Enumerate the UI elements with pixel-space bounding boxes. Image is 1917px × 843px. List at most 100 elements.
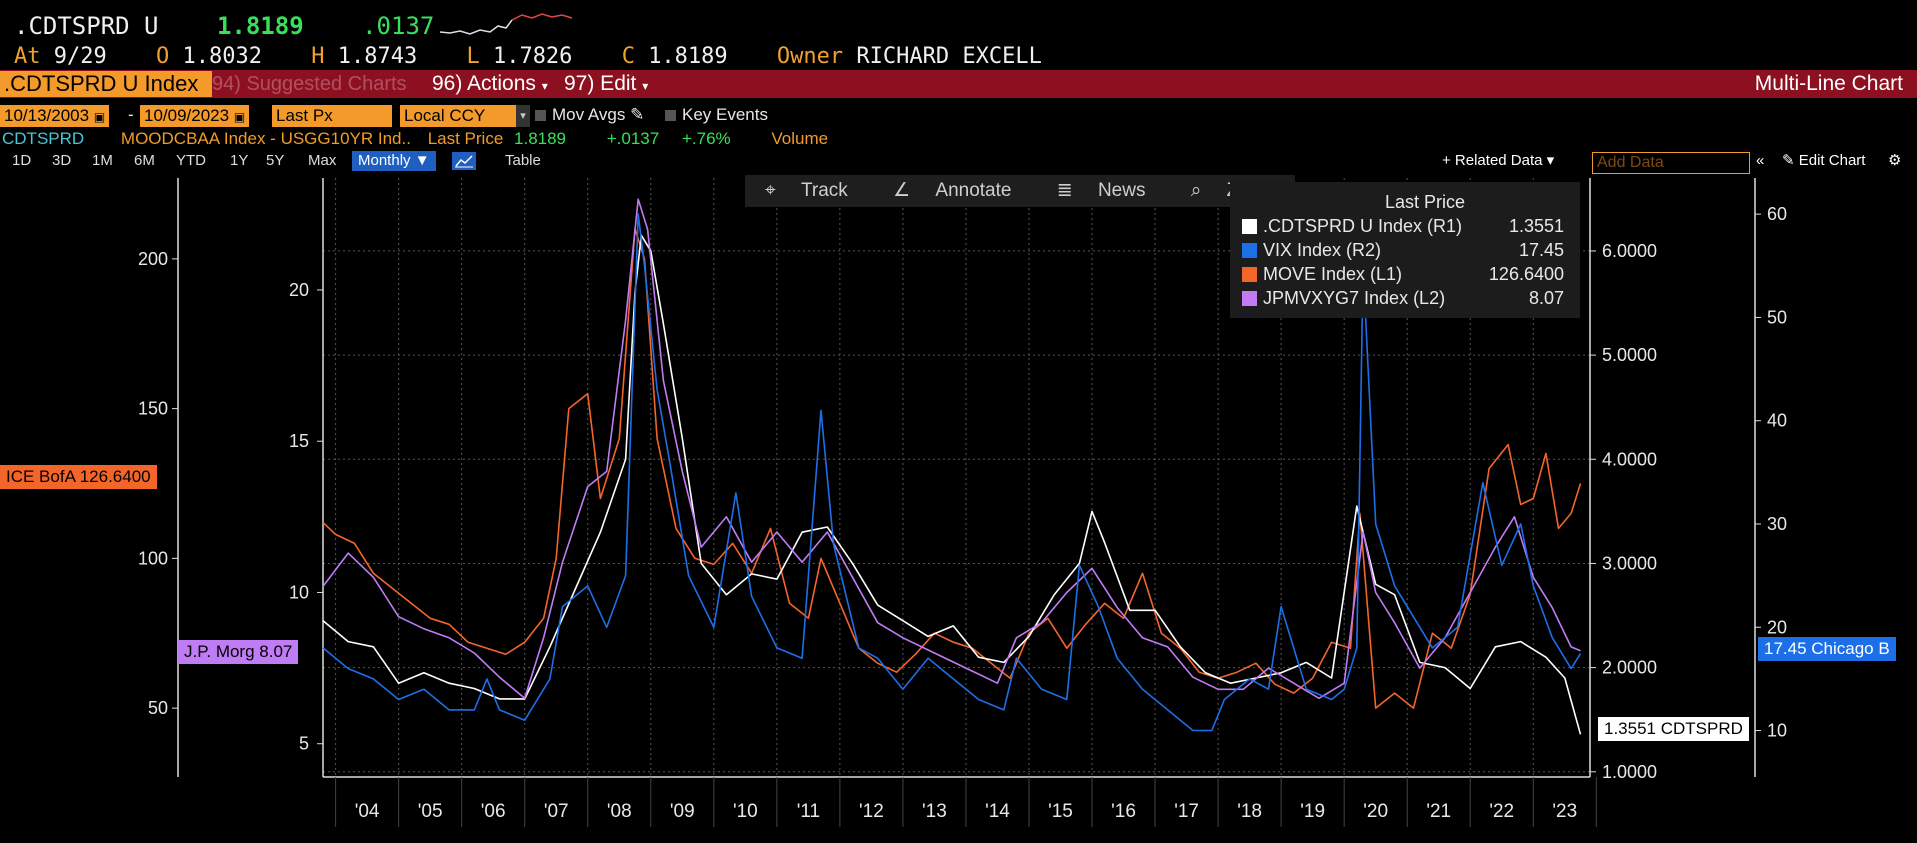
legend-series-value: 17.45 xyxy=(1518,240,1564,260)
start-date-field[interactable]: 10/13/2003 ▣ xyxy=(0,105,110,127)
key-events-toggle[interactable]: Key Events xyxy=(665,105,768,125)
close-value: 1.8189 xyxy=(648,44,728,69)
x-tick-label: '11 xyxy=(797,801,820,822)
quote-line: .CDTSPRD U 1.8189 .0137 xyxy=(14,12,434,40)
series-line-vix-index xyxy=(322,213,1582,732)
legend-series-value: 126.6400 xyxy=(1488,264,1564,284)
news-button[interactable]: ≣ News xyxy=(1037,180,1166,201)
legend-swatch xyxy=(1242,291,1257,306)
x-tick-label: '16 xyxy=(1111,801,1136,822)
line-chart-icon[interactable] xyxy=(452,152,476,170)
info-change: +.0137 xyxy=(606,129,660,148)
chevron-down-icon: ▾ xyxy=(642,79,649,93)
end-date-field[interactable]: 10/09/2023 ▣ xyxy=(140,105,250,127)
mov-avgs-toggle[interactable]: Mov Avgs ✎ xyxy=(535,105,644,125)
period-button-max[interactable]: Max xyxy=(308,152,337,169)
actions-menu[interactable]: 96) Actions ▾ xyxy=(432,71,548,99)
suggested-charts-menu[interactable]: 94) Suggested Charts xyxy=(212,73,407,95)
x-tick-label: '15 xyxy=(1048,801,1073,822)
frequency-select[interactable]: Monthly ▼ xyxy=(352,151,436,171)
mov-avgs-label: Mov Avgs xyxy=(552,105,626,124)
period-button-6m[interactable]: 6M xyxy=(134,152,155,169)
volume-label: Volume xyxy=(771,129,829,148)
track-label: Track xyxy=(800,180,848,201)
track-button[interactable]: ⌖ Track xyxy=(745,180,868,201)
quote-date: 9/29 xyxy=(53,44,107,69)
legend-series-name: JPMVXYG7 Index (L2) xyxy=(1263,288,1446,308)
axis-l1-tick-label: 100 xyxy=(138,548,168,568)
x-tick-label: '10 xyxy=(733,801,758,822)
x-tick-label: '21 xyxy=(1426,801,1451,822)
x-tick-label: '05 xyxy=(418,801,443,822)
calendar-icon[interactable]: ▣ xyxy=(233,110,246,124)
last-price-label: Last Price xyxy=(427,129,504,148)
axis-l2-tick-label: 15 xyxy=(289,431,309,451)
collapse-icon[interactable]: « xyxy=(1756,152,1765,169)
x-tick-label: '12 xyxy=(859,801,884,822)
legend-entry[interactable]: JPMVXYG7 Index (L2) 8.07 xyxy=(1242,288,1572,309)
calendar-icon[interactable]: ▣ xyxy=(93,110,106,124)
checkbox-icon[interactable] xyxy=(535,110,546,122)
series-line-jpmvxyg7-index xyxy=(322,198,1581,700)
last-price: 1.8189 xyxy=(216,12,304,40)
field-select[interactable]: Last Px xyxy=(272,105,392,127)
x-tick-label: '09 xyxy=(670,801,695,822)
axis-l2-tick-label: 5 xyxy=(299,734,309,754)
pencil-icon: ✎ xyxy=(1782,152,1795,169)
annotate-label: Annotate xyxy=(935,180,1012,201)
x-tick-label: '17 xyxy=(1174,801,1199,822)
axis-l1-tick-label: 200 xyxy=(138,249,168,269)
legend-series-name: .CDTSPRD U Index (R1) xyxy=(1263,216,1463,236)
sparkline xyxy=(440,13,573,35)
chart-series xyxy=(322,198,1582,735)
add-data-input[interactable]: Add Data xyxy=(1592,152,1750,174)
security-field[interactable]: .CDTSPRD U Index xyxy=(0,71,212,97)
axis-r1-tick-label: 2.0000 xyxy=(1602,658,1657,678)
actions-label: 96) Actions xyxy=(432,72,536,95)
annotate-icon: ∠ xyxy=(893,180,911,201)
currency-value: Local CCY xyxy=(404,106,486,125)
zoom-icon: ⌕ xyxy=(1190,180,1202,201)
period-button-ytd[interactable]: YTD xyxy=(176,152,206,169)
period-button-1y[interactable]: 1Y xyxy=(230,152,249,169)
high-value: 1.8743 xyxy=(337,44,418,69)
period-button-5y[interactable]: 5Y xyxy=(266,152,285,169)
related-data-label: + Related Data xyxy=(1442,152,1543,169)
date-separator: - xyxy=(128,105,134,124)
edit-label: 97) Edit xyxy=(564,72,637,95)
related-data-menu[interactable]: + Related Data ▾ xyxy=(1442,152,1555,169)
period-bar: 1D 3D 1M 6M YTD 1Y 5Y Max Monthly ▼ Table + Rel… xyxy=(0,151,1917,173)
frequency-value: Monthly xyxy=(358,152,411,169)
series-line--cdtsprd-u-index xyxy=(322,234,1582,735)
legend-entry[interactable]: VIX Index (R2) 17.45 xyxy=(1242,240,1572,261)
open-label: O xyxy=(155,44,170,69)
high-label: H xyxy=(311,44,325,69)
axis-l1-tick-label: 50 xyxy=(148,698,168,718)
period-button-3d[interactable]: 3D xyxy=(52,152,72,169)
vix-axis-tag: 17.45 Chicago B xyxy=(1758,637,1896,661)
move-axis-tag: ICE BofA 126.6400 xyxy=(0,465,157,489)
low-label: L xyxy=(466,44,480,69)
series-description: MOODCBAA Index - USGG10YR Ind.. xyxy=(120,129,411,148)
checkbox-icon[interactable] xyxy=(665,110,676,122)
table-button[interactable]: Table xyxy=(505,152,541,169)
legend-entry[interactable]: MOVE Index (L1) 126.6400 xyxy=(1242,264,1572,285)
period-button-1m[interactable]: 1M xyxy=(92,152,113,169)
legend-entry[interactable]: .CDTSPRD U Index (R1) 1.3551 xyxy=(1242,216,1572,237)
edit-menu[interactable]: 97) Edit ▾ xyxy=(564,71,648,99)
period-button-1d[interactable]: 1D xyxy=(12,152,32,169)
close-label: C xyxy=(621,44,635,69)
axis-r2-tick-label: 10 xyxy=(1767,721,1787,741)
gear-icon[interactable]: ⚙ xyxy=(1888,152,1902,169)
axis-l2-tick-label: 20 xyxy=(289,280,309,300)
axis-r2-tick-label: 20 xyxy=(1767,617,1787,637)
axis-r1-tick-label: 5.0000 xyxy=(1602,345,1657,365)
currency-select[interactable]: Local CCY ▾ xyxy=(400,105,530,127)
pencil-icon[interactable]: ✎ xyxy=(630,105,645,124)
chevron-down-icon: ▾ xyxy=(541,79,548,93)
x-tick-label: '20 xyxy=(1363,801,1388,822)
sparkline-red xyxy=(511,13,573,21)
annotate-button[interactable]: ∠ Annotate xyxy=(873,180,1031,201)
axis-r2-tick-label: 50 xyxy=(1767,307,1787,327)
edit-chart-button[interactable]: ✎ Edit Chart xyxy=(1782,151,1865,171)
